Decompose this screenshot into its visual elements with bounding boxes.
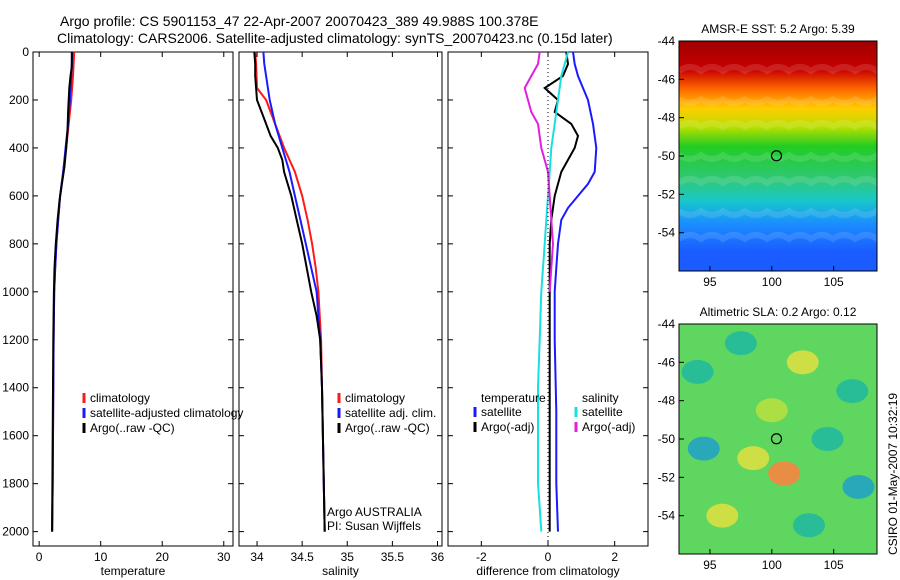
sst_map-frame bbox=[678, 40, 878, 272]
salinity-x-tick-label: 36 bbox=[431, 550, 445, 564]
sst_map-x-tick-label: 95 bbox=[703, 275, 717, 289]
salinity-x-tick-label: 34.5 bbox=[290, 550, 314, 564]
sla_map-float-marker bbox=[770, 433, 783, 445]
temperature-x-tick-label: 0 bbox=[36, 550, 43, 564]
temperature-y-tick-label: 0 bbox=[22, 45, 29, 59]
sst-field bbox=[679, 41, 877, 271]
temperature-y-tick-label: 1000 bbox=[2, 285, 29, 299]
temperature-legend-label: Argo(..raw -QC) bbox=[90, 421, 175, 435]
salinity-legend-label: satellite adj. clim. bbox=[345, 406, 436, 420]
sla-anomaly-blob bbox=[755, 398, 788, 423]
temperature-plot-frame bbox=[32, 51, 234, 547]
sst_map-float-marker bbox=[770, 150, 783, 162]
salinity-legend-label: climatology bbox=[345, 391, 405, 405]
sla_map-y-tick-label: -50 bbox=[658, 432, 676, 446]
sst_map-y-tick-label: -54 bbox=[658, 226, 676, 240]
sla-anomaly-blob bbox=[792, 513, 825, 538]
figure-title-line-1: Argo profile: CS 5901153_47 22-Apr-2007 … bbox=[60, 13, 539, 29]
temperature-x-tick-label: 30 bbox=[217, 550, 231, 564]
sla-anomaly-blob bbox=[687, 436, 720, 461]
sst_map-y-tick-label: -52 bbox=[658, 187, 676, 201]
sla-anomaly-blob bbox=[681, 359, 714, 384]
temperature-y-tick-label: 200 bbox=[9, 93, 29, 107]
sla-anomaly-blob bbox=[836, 379, 869, 404]
salinity-x-axis-label: salinity bbox=[322, 564, 359, 578]
figure-title-line-2: Climatology: CARS2006. Satellite-adjuste… bbox=[57, 30, 613, 46]
salinity-annotation: Argo AUSTRALIA bbox=[327, 505, 422, 519]
temperature-legend-label: climatology bbox=[90, 391, 150, 405]
difference-temperature-legend-label: Argo(-adj) bbox=[481, 420, 534, 434]
salinity-series-argo-raw-qc- bbox=[253, 51, 326, 532]
difference-legend-salinity-title: salinity bbox=[582, 391, 619, 405]
sla_map-x-tick-label: 105 bbox=[824, 558, 844, 572]
difference-series-salinity-satellite bbox=[537, 51, 569, 532]
temperature-y-tick-label: 600 bbox=[9, 189, 29, 203]
difference-salinity-legend-label: Argo(-adj) bbox=[582, 420, 635, 434]
sla-anomaly-blob bbox=[786, 350, 819, 375]
temperature-y-tick-label: 800 bbox=[9, 237, 29, 251]
difference-series-salinity-argo-adj- bbox=[523, 51, 555, 292]
sst_map-y-tick-label: -44 bbox=[658, 34, 676, 48]
temperature-x-axis-label: temperature bbox=[101, 564, 166, 578]
sst_map-y-tick-label: -48 bbox=[658, 111, 676, 125]
sla-anomaly-blob bbox=[842, 474, 875, 499]
difference-x-axis-label: difference from climatology bbox=[476, 564, 619, 578]
salinity-x-tick-label: 34 bbox=[250, 550, 264, 564]
sla_map-y-tick-label: -48 bbox=[658, 394, 676, 408]
sla-anomaly-blob bbox=[737, 446, 770, 471]
sst-texture bbox=[677, 207, 900, 218]
temperature-y-tick-label: 400 bbox=[9, 141, 29, 155]
difference-x-tick-label: 0 bbox=[545, 550, 552, 564]
salinity-annotation: PI: Susan Wijffels bbox=[327, 519, 421, 533]
sst_map-x-tick-label: 105 bbox=[824, 275, 844, 289]
temperature-x-tick-label: 10 bbox=[94, 550, 108, 564]
sst-texture bbox=[677, 120, 900, 131]
temperature-y-tick-label: 2000 bbox=[2, 525, 29, 539]
temperature-y-tick-label: 1800 bbox=[2, 477, 29, 491]
temperature-y-tick-label: 1200 bbox=[2, 333, 29, 347]
salinity-x-tick-label: 35.5 bbox=[381, 550, 405, 564]
difference-temperature-legend-label: satellite bbox=[481, 405, 522, 419]
difference-x-tick-label: 2 bbox=[611, 550, 618, 564]
difference-series-temperature-satellite bbox=[553, 51, 598, 532]
sla_map-y-tick-label: -54 bbox=[658, 509, 676, 523]
salinity-x-tick-label: 35 bbox=[341, 550, 355, 564]
sst_map-x-tick-label: 100 bbox=[762, 275, 782, 289]
sst-texture bbox=[677, 95, 900, 106]
temperature-x-tick-label: 20 bbox=[156, 550, 170, 564]
difference-legend-temperature-title: temperature bbox=[481, 391, 546, 405]
sst_map-y-tick-label: -46 bbox=[658, 72, 676, 86]
sst-texture bbox=[677, 232, 900, 243]
sst-texture bbox=[677, 176, 900, 187]
difference-salinity-legend-label: satellite bbox=[582, 405, 623, 419]
sla-anomaly-blob bbox=[706, 503, 739, 528]
sst-texture bbox=[677, 64, 900, 75]
sla-anomaly-blob bbox=[811, 427, 844, 451]
salinity-plot-frame bbox=[238, 51, 443, 547]
sla_map-title: Altimetric SLA: 0.2 Argo: 0.12 bbox=[700, 305, 857, 319]
temperature-legend-label: satellite-adjusted climatology bbox=[90, 406, 243, 420]
sla_map-frame bbox=[678, 323, 878, 555]
sla-anomaly-blob bbox=[768, 461, 801, 486]
sst_map-y-tick-label: -50 bbox=[658, 149, 676, 163]
sla_map-x-tick-label: 95 bbox=[703, 558, 717, 572]
sla-anomaly-blob bbox=[724, 331, 757, 356]
sla_map-y-tick-label: -46 bbox=[658, 355, 676, 369]
sla-field-group bbox=[679, 324, 877, 554]
temperature-y-tick-label: 1600 bbox=[2, 429, 29, 443]
sst-texture bbox=[677, 151, 900, 162]
sla_map-x-tick-label: 100 bbox=[762, 558, 782, 572]
difference-plot-frame bbox=[447, 51, 649, 547]
sla_map-y-tick-label: -44 bbox=[658, 317, 676, 331]
sst_map-title: AMSR-E SST: 5.2 Argo: 5.39 bbox=[701, 22, 855, 36]
temperature-series-argo-raw-qc- bbox=[51, 52, 73, 532]
sla_map-y-tick-label: -52 bbox=[658, 470, 676, 484]
difference-x-tick-label: -2 bbox=[476, 550, 487, 564]
temperature-y-tick-label: 1400 bbox=[2, 381, 29, 395]
salinity-legend-label: Argo(..raw -QC) bbox=[345, 421, 430, 435]
